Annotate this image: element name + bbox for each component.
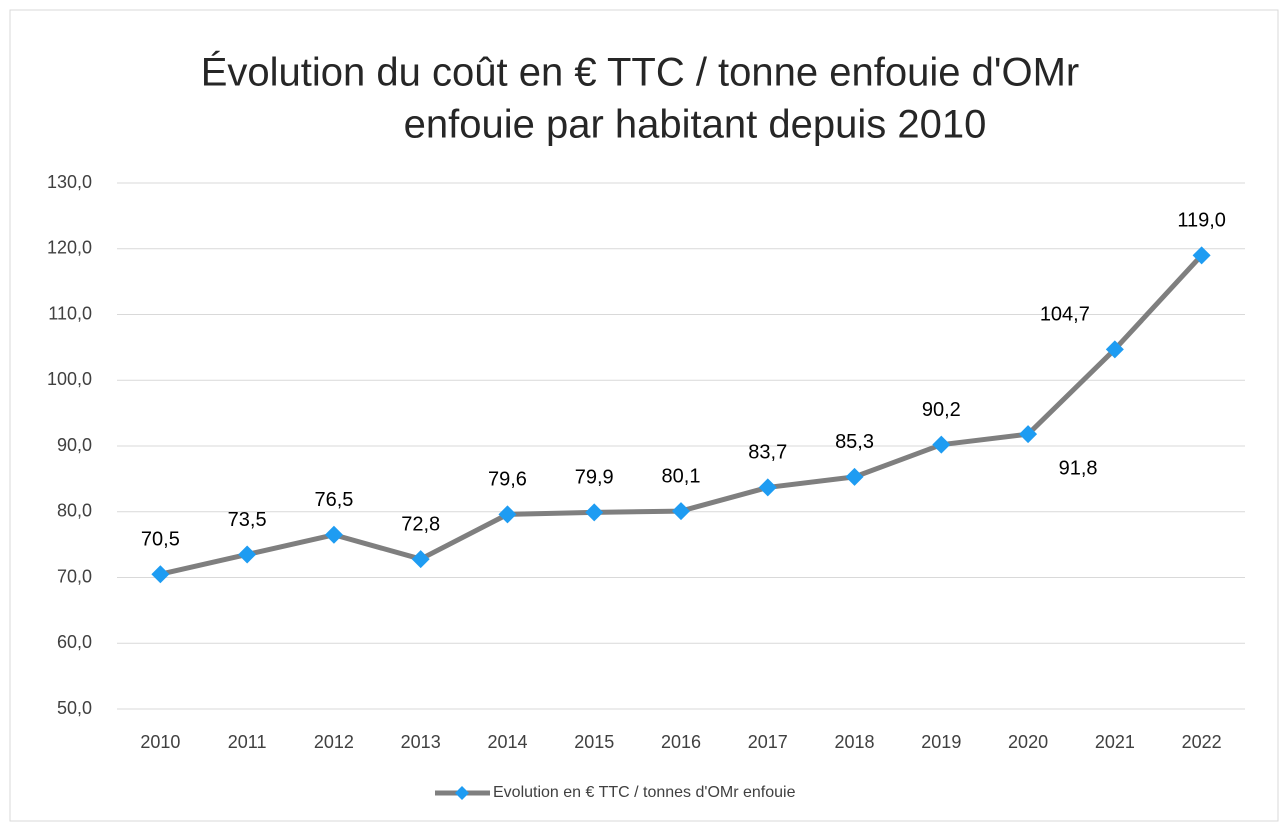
y-tick-label: 50,0 [57,698,92,718]
data-point [758,478,777,497]
data-point [324,525,343,544]
y-tick-label: 100,0 [47,369,92,389]
legend-label: Evolution en € TTC / tonnes d'OMr enfoui… [493,784,796,801]
y-tick-label: 60,0 [57,632,92,652]
y-tick-label: 90,0 [57,435,92,455]
x-tick-label: 2016 [661,732,701,752]
data-point [585,503,604,522]
y-tick-label: 110,0 [48,303,92,323]
data-label: 119,0 [1177,210,1226,232]
x-tick-label: 2015 [574,732,614,752]
x-tick-label: 2017 [748,732,788,752]
x-tick-label: 2019 [921,732,961,752]
y-tick-label: 80,0 [57,501,92,521]
data-label: 104,7 [1040,304,1090,326]
y-tick-label: 130,0 [47,172,92,192]
data-label: 90,2 [922,399,961,421]
data-point [498,505,517,524]
legend-marker [455,786,469,800]
data-point [932,435,951,454]
x-tick-label: 2014 [487,732,527,752]
x-tick-label: 2018 [835,732,875,752]
data-label: 79,9 [575,467,614,489]
data-point [672,502,690,521]
x-tick-label: 2020 [1008,732,1048,752]
data-point [1105,340,1124,359]
data-point [1019,425,1038,444]
x-tick-label: 2013 [401,732,441,752]
data-label: 91,8 [1059,457,1098,479]
x-tick-label: 2011 [228,732,267,752]
data-label: 73,5 [228,509,267,531]
x-tick-label: 2010 [140,732,180,752]
x-tick-label: 2021 [1095,732,1135,752]
data-label: 72,8 [401,513,440,535]
y-tick-label: 120,0 [47,238,92,258]
data-label: 76,5 [314,489,353,511]
data-label: 85,3 [835,431,874,453]
data-point [411,550,430,569]
data-label: 80,1 [662,465,701,487]
data-label: 83,7 [748,442,787,464]
x-tick-label: 2012 [314,732,354,752]
chart-border [9,9,1279,822]
chart-title: Évolution du coût en € TTC / tonne enfou… [201,50,1080,95]
data-point [845,467,864,486]
data-label: 70,5 [141,528,180,550]
x-tick-label: 2022 [1182,732,1222,752]
data-point [1192,246,1211,265]
data-point [238,545,257,564]
data-label: 79,6 [488,469,527,491]
chart-title: enfouie par habitant depuis 2010 [404,103,987,147]
y-tick-label: 70,0 [57,566,92,586]
data-point [151,565,170,584]
